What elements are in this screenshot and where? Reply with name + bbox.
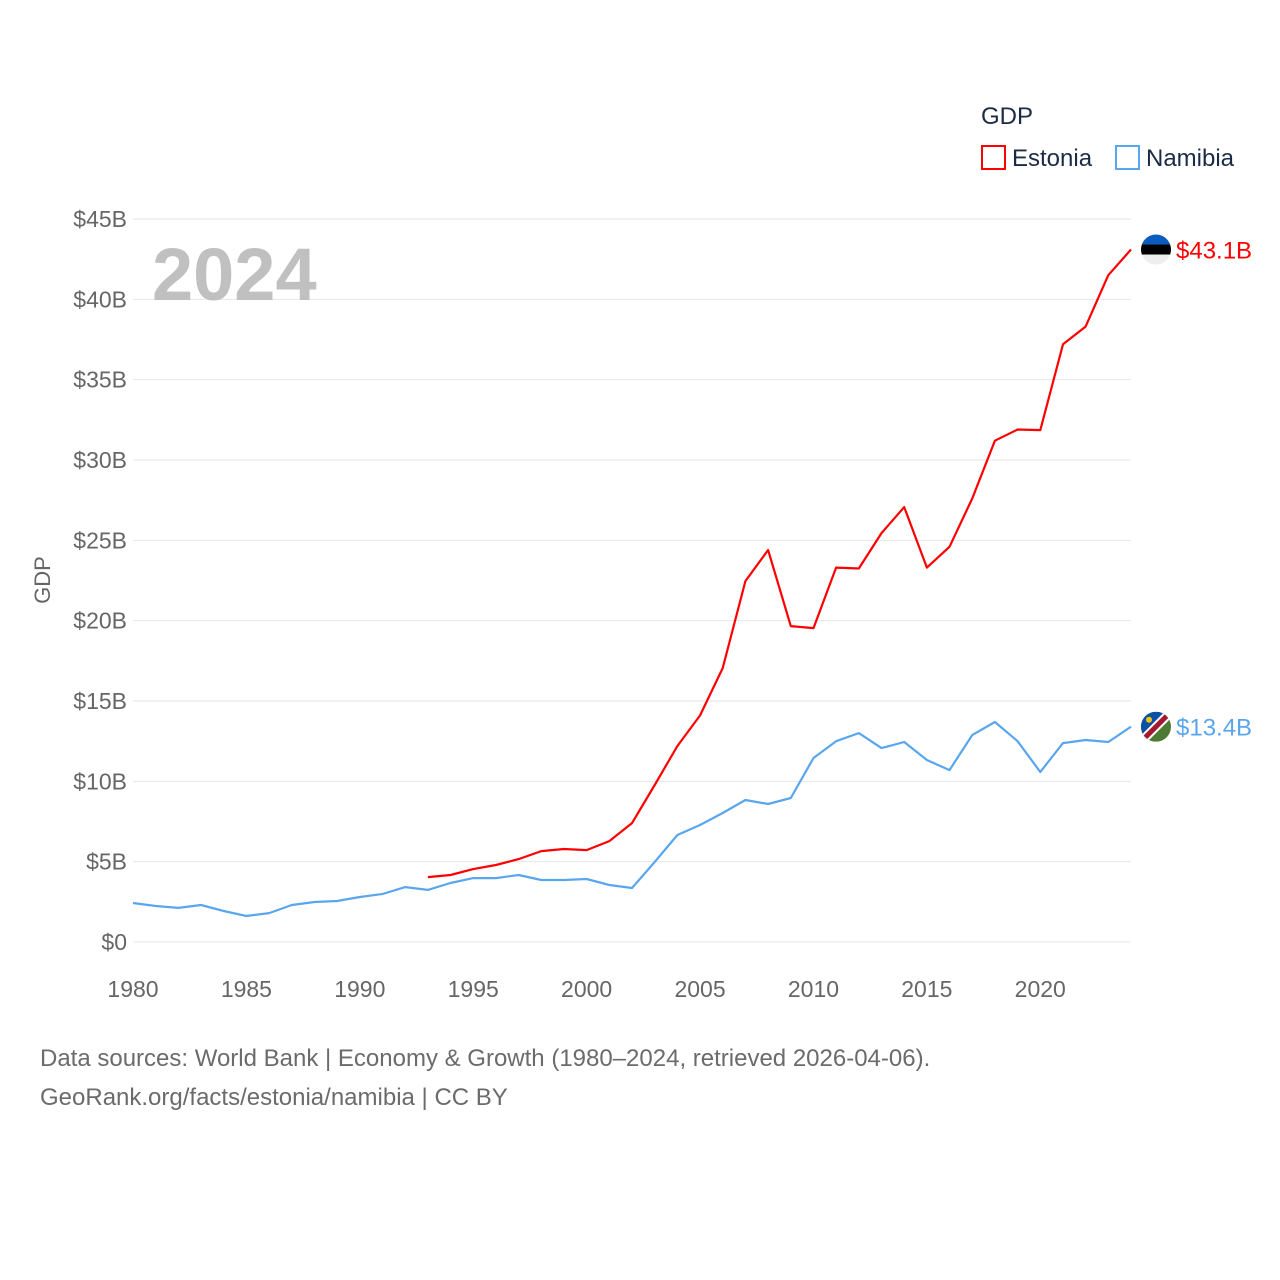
series-line-estonia[interactable] [427,248,1132,879]
x-tick-label: 2010 [788,976,839,1002]
y-tick-label: $30B [73,447,127,473]
legend-swatch-namibia[interactable] [1115,145,1140,170]
x-tick-label: 1985 [221,976,272,1002]
x-tick-label: 2020 [1015,976,1066,1002]
end-value-label-namibia: $13.4B [1176,715,1252,742]
legend: GDP Estonia Namibia [981,103,1235,172]
series-line-namibia[interactable] [132,720,1132,918]
footer-sources: Data sources: World Bank | Economy & Gro… [40,1045,931,1072]
legend-swatch-estonia[interactable] [981,145,1006,170]
namibia-flag-icon [1141,711,1171,742]
y-axis-label: GDP [30,556,55,604]
year-watermark: 2024 [152,233,317,316]
y-tick-label: $35B [73,367,127,393]
y-tick-label: $40B [73,286,127,312]
x-tick-label: 1980 [107,976,158,1002]
y-tick-label: $20B [73,608,127,634]
x-tick-label: 2015 [901,976,952,1002]
legend-label-estonia[interactable]: Estonia [1012,145,1093,172]
y-tick-label: $15B [73,688,127,714]
y-tick-label: $45B [73,206,127,232]
y-tick-label: $25B [73,527,127,553]
x-tick-label: 2005 [674,976,725,1002]
x-tick-label: 1990 [334,976,385,1002]
estonia-flag-icon [1141,234,1171,265]
footer-attribution: GeoRank.org/facts/estonia/namibia | CC B… [40,1084,508,1111]
x-tick-label: 2000 [561,976,612,1002]
legend-label-namibia[interactable]: Namibia [1146,145,1235,172]
y-tick-label: $10B [73,768,127,794]
legend-title: GDP [981,103,1033,130]
y-tick-label: $0 [101,929,127,955]
y-tick-label: $5B [86,849,127,875]
end-value-label-estonia: $43.1B [1176,238,1252,265]
x-tick-label: 1995 [448,976,499,1002]
